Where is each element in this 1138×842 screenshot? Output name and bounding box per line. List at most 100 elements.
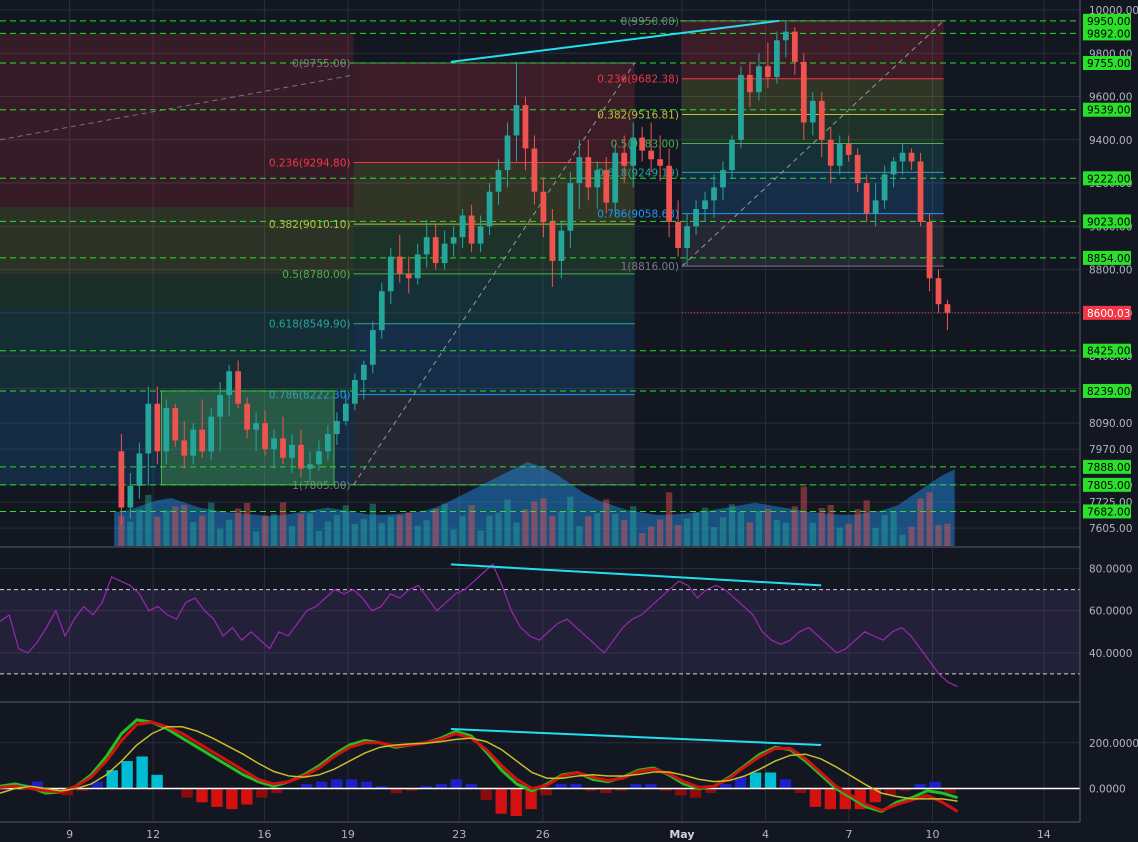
level-price-tag — [1083, 383, 1131, 398]
volume-bar — [378, 523, 385, 546]
volume-bar — [234, 508, 242, 546]
level-price-label: 8854.00 — [1087, 253, 1130, 265]
candle-body — [459, 215, 466, 238]
candle-body — [729, 139, 735, 171]
candle-body — [441, 243, 448, 264]
candle-body — [244, 403, 250, 430]
volume-bar — [827, 505, 834, 546]
macd-histogram-bar — [854, 788, 866, 810]
volume-bar — [674, 525, 682, 546]
x-tick-label: 4 — [762, 828, 769, 841]
volume-bar — [944, 523, 951, 546]
macd-histogram-bar — [585, 788, 597, 791]
fib-band — [681, 213, 944, 267]
candle-body — [414, 254, 421, 279]
zone-band — [0, 206, 354, 274]
volume-bar — [351, 523, 358, 546]
candle-body — [765, 66, 771, 78]
macd-histogram-bar — [435, 783, 448, 789]
volume-bar — [818, 508, 825, 546]
candle-body — [738, 74, 744, 140]
candle-body — [756, 66, 762, 93]
candle-body — [576, 157, 583, 184]
candle-body — [235, 371, 241, 404]
candle-body — [675, 222, 681, 248]
candle-body — [163, 408, 170, 452]
y-tick-label: 0.0000 — [1089, 784, 1126, 796]
candle-body — [926, 222, 933, 279]
candle-body — [226, 371, 233, 396]
level-price-label: 9222.00 — [1087, 173, 1130, 185]
candle-body — [342, 403, 349, 422]
macd-histogram-bar — [929, 781, 941, 789]
volume-bar — [881, 515, 888, 546]
volume-bar — [585, 516, 592, 546]
candle-body — [917, 161, 924, 222]
macd-histogram-bar — [196, 788, 208, 803]
candle-body — [567, 183, 574, 231]
x-tick-label: 26 — [536, 828, 550, 841]
candle-body — [630, 137, 637, 166]
trend-extension-line — [0, 74, 354, 141]
candle-body — [594, 170, 601, 188]
volume-bar — [764, 508, 772, 546]
candle-body — [809, 100, 816, 123]
volume-bar — [261, 516, 269, 546]
macd-histogram-bar — [794, 788, 807, 794]
volume-bar — [172, 506, 179, 546]
candle-body — [711, 187, 717, 201]
fib-band — [353, 273, 635, 324]
candle-body — [468, 215, 475, 244]
candle-body — [531, 148, 538, 192]
candle-body — [648, 150, 655, 160]
volume-bar — [324, 521, 332, 546]
macd-histogram-bar — [106, 770, 118, 789]
volume-bar — [118, 516, 125, 546]
rsi-pane — [0, 563, 1080, 688]
macd-histogram-bar — [570, 783, 582, 789]
candle-body — [351, 379, 358, 404]
candle-body — [944, 304, 951, 313]
volume-bar — [288, 526, 296, 546]
macd-histogram-bar — [91, 781, 103, 789]
candle-body — [693, 209, 699, 227]
level-price-tag — [1083, 343, 1131, 358]
volume-bar — [315, 531, 323, 546]
candle-body — [217, 395, 224, 417]
candle-body — [881, 174, 888, 201]
y-tick-label: 8800.00 — [1089, 265, 1132, 277]
fib-level-label: 0.5(8780.00) — [282, 269, 350, 281]
volume-bar — [441, 503, 448, 546]
y-tick-label: 7970.00 — [1089, 444, 1132, 456]
macd-histogram-bar — [345, 779, 358, 789]
candle-body — [747, 74, 753, 93]
volume-bar — [800, 486, 807, 546]
volume-bar — [468, 505, 475, 546]
level-price-tag — [1083, 214, 1131, 229]
candle-body — [289, 444, 295, 458]
level-price-tag — [1083, 56, 1131, 70]
macd-histogram-bar — [719, 783, 732, 789]
volume-bar — [333, 515, 341, 546]
x-tick-label: 12 — [146, 828, 160, 841]
resistance-trendline — [450, 19, 780, 63]
volume — [114, 462, 955, 546]
zone-band — [0, 308, 354, 391]
level-price-label: 8239.00 — [1087, 386, 1130, 398]
macd-histogram-bar — [121, 761, 133, 789]
fib-trend-line — [353, 62, 636, 486]
candle-body — [513, 105, 520, 136]
volume-bar — [486, 515, 493, 546]
volume-bar — [935, 525, 942, 546]
candle-body — [262, 423, 268, 450]
candle-body — [800, 61, 807, 123]
zone-band — [0, 33, 354, 166]
volume-bar — [252, 531, 260, 546]
macd-histogram-bar — [31, 781, 44, 789]
volume-bar — [567, 496, 574, 546]
volume-bar — [190, 522, 197, 546]
candle-body — [585, 157, 592, 188]
x-tick-label: 7 — [845, 828, 852, 841]
volume-bar — [531, 501, 538, 546]
